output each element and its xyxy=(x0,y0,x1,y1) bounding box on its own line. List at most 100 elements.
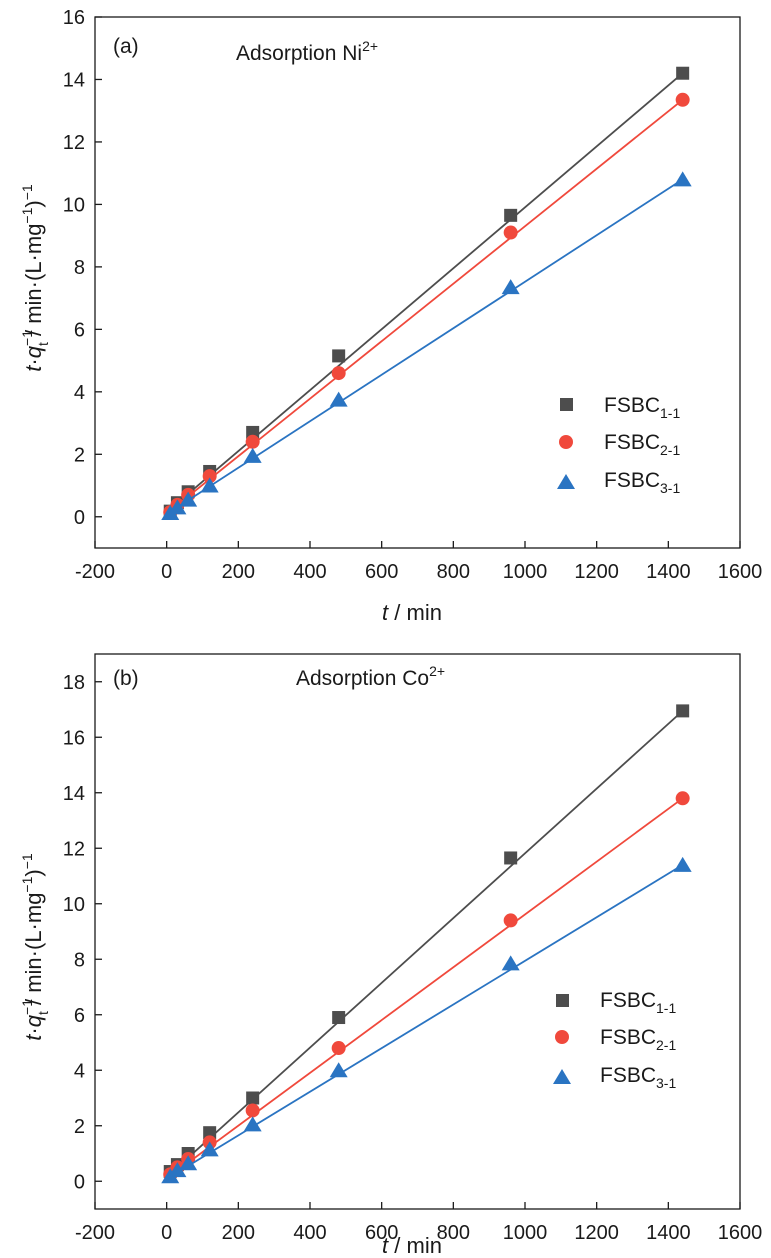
y-tick-label: 8 xyxy=(74,949,85,971)
x-tick-label: 800 xyxy=(437,1222,470,1244)
chart-title: Adsorption Ni2+ xyxy=(236,38,378,65)
fit-line xyxy=(166,864,684,1180)
data-point-triangle xyxy=(501,955,520,971)
x-axis-title: t / min xyxy=(382,600,442,625)
legend-item-fsbc3-1: FSBC3-1 xyxy=(557,469,680,496)
x-tick-label: 1600 xyxy=(718,1222,763,1244)
legend-item-fsbc1-1: FSBC1-1 xyxy=(560,394,680,421)
y-tick-label: 6 xyxy=(74,1005,85,1027)
y-tick-label: 14 xyxy=(63,69,85,91)
legend-label: FSBC2-1 xyxy=(604,431,680,458)
chart-panel-a: -200 0 200 400 600 800 1000 1200 1400 1600 0 2 4 6 8 10… xyxy=(19,7,763,625)
x-tick-label: 400 xyxy=(293,1222,326,1244)
fit-line xyxy=(166,178,684,516)
y-tick-label: 4 xyxy=(74,382,85,404)
fit-line xyxy=(166,710,684,1178)
x-tick-label: 1000 xyxy=(503,1222,548,1244)
x-tick-label: 1200 xyxy=(574,1222,619,1244)
legend-label: FSBC2-1 xyxy=(600,1026,676,1053)
data-point-circle xyxy=(503,913,518,928)
chart-title-sup: 2+ xyxy=(429,663,445,679)
y-tick-label: 2 xyxy=(74,444,85,466)
x-tick-label: 800 xyxy=(437,561,470,583)
legend-item-fsbc2-1: FSBC2-1 xyxy=(555,1026,676,1053)
y-tick-label: 0 xyxy=(74,507,85,529)
x-axis-title-unit: / min xyxy=(388,600,442,625)
x-tick-label: 0 xyxy=(161,1222,172,1244)
data-point-square xyxy=(332,1011,346,1025)
x-axis-title: t / min xyxy=(382,1233,442,1258)
data-point-triangle xyxy=(501,279,520,295)
y-tick-label: 8 xyxy=(74,257,85,279)
legend-marker-triangle xyxy=(553,1069,571,1084)
x-axis-title-var: t xyxy=(382,1233,389,1258)
y-axis-title: t·q−1t / min·(L·mg−1)−1 xyxy=(19,184,51,372)
legend-marker-triangle xyxy=(557,474,575,489)
plot-frame xyxy=(94,16,741,549)
y-axis-title: t·q−1t / min·(L·mg−1)−1 xyxy=(19,853,51,1041)
x-axis-title-var: t xyxy=(382,600,389,625)
data-point-triangle xyxy=(243,1116,262,1132)
data-point-circle xyxy=(202,469,217,484)
data-point-triangle xyxy=(673,171,692,187)
legend-item-fsbc1-1: FSBC1-1 xyxy=(556,989,676,1016)
x-tick-label: 1200 xyxy=(574,561,619,583)
legend-item-fsbc3-1: FSBC3-1 xyxy=(553,1064,676,1091)
data-point-triangle xyxy=(329,1062,348,1078)
y-tick-label: 10 xyxy=(63,894,85,916)
data-point-triangle xyxy=(200,1141,219,1157)
x-tick-label: 600 xyxy=(365,1222,398,1244)
legend-label: FSBC1-1 xyxy=(604,394,680,421)
y-tick-label: 16 xyxy=(63,727,85,749)
y-tick-label: 12 xyxy=(63,838,85,860)
data-point-triangle xyxy=(168,499,187,515)
x-tick-label: 1600 xyxy=(718,561,763,583)
y-tick-label: 4 xyxy=(74,1060,85,1082)
data-point-triangle xyxy=(673,856,692,872)
data-point-circle xyxy=(503,225,518,240)
data-point-circle xyxy=(331,366,346,381)
x-tick-label: 200 xyxy=(222,561,255,583)
x-tick-label: 200 xyxy=(222,1222,255,1244)
plot-frame xyxy=(94,653,741,1210)
legend-marker-circle xyxy=(555,1030,569,1044)
data-point-square xyxy=(504,851,518,865)
x-axis-title-unit: / min xyxy=(388,1233,442,1258)
y-tick-label: 2 xyxy=(74,1116,85,1138)
x-tick-label: 0 xyxy=(161,561,172,583)
x-tick-label: -200 xyxy=(75,1222,115,1244)
x-tick-label: -200 xyxy=(75,561,115,583)
x-tick-label: 1000 xyxy=(503,561,548,583)
legend-marker-circle xyxy=(559,435,573,449)
legend-marker-square xyxy=(556,994,569,1007)
legend-label: FSBC1-1 xyxy=(600,989,676,1016)
data-point-triangle xyxy=(179,1155,198,1171)
legend-marker-square xyxy=(560,398,573,411)
data-point-triangle xyxy=(243,447,262,463)
y-tick-label: 14 xyxy=(63,783,85,805)
legend-label: FSBC3-1 xyxy=(600,1064,676,1091)
data-point-square xyxy=(504,208,518,222)
legend-label: FSBC3-1 xyxy=(604,469,680,496)
y-tick-label: 6 xyxy=(74,319,85,341)
x-tick-label: 1400 xyxy=(646,561,691,583)
data-point-circle xyxy=(245,434,260,449)
data-point-square xyxy=(246,1091,260,1105)
x-tick-label: 1400 xyxy=(646,1222,691,1244)
x-tick-label: 400 xyxy=(293,561,326,583)
y-tick-label: 12 xyxy=(63,132,85,154)
data-point-triangle xyxy=(179,491,198,507)
legend: FSBC1-1 FSBC2-1 FSBC3-1 xyxy=(557,394,680,496)
chart-title: Adsorption Co2+ xyxy=(296,663,445,690)
chart-title-text: Adsorption Ni xyxy=(236,42,362,65)
legend-item-fsbc2-1: FSBC2-1 xyxy=(559,431,680,458)
data-point-square xyxy=(332,349,346,363)
x-tick-label: 600 xyxy=(365,561,398,583)
data-point-square xyxy=(676,704,690,718)
data-point-square xyxy=(203,1126,217,1140)
legend: FSBC1-1 FSBC2-1 FSBC3-1 xyxy=(553,989,676,1091)
panel-label: (a) xyxy=(113,35,139,58)
chart-title-sup: 2+ xyxy=(362,38,378,54)
data-point-triangle xyxy=(200,477,219,493)
y-tick-label: 10 xyxy=(63,194,85,216)
